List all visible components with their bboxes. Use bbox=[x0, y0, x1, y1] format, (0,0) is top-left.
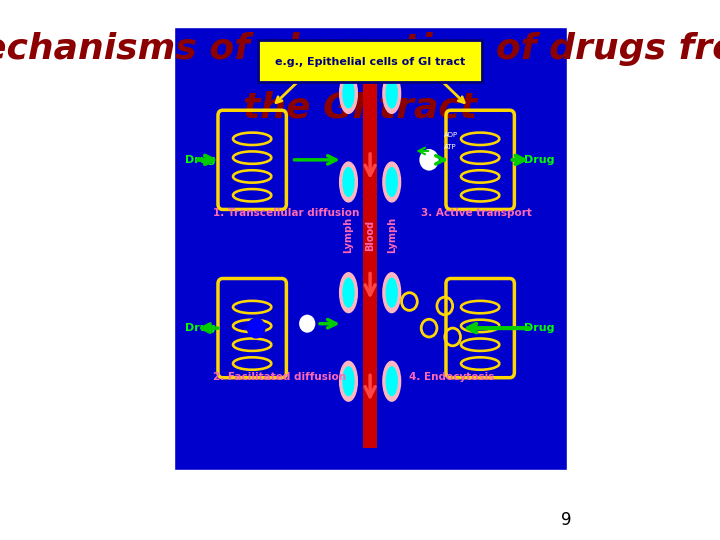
FancyBboxPatch shape bbox=[174, 27, 567, 470]
Text: the GI tract: the GI tract bbox=[243, 91, 477, 125]
Text: 9: 9 bbox=[561, 511, 571, 529]
Text: Mechanisms of absorption of drugs from: Mechanisms of absorption of drugs from bbox=[0, 32, 720, 65]
